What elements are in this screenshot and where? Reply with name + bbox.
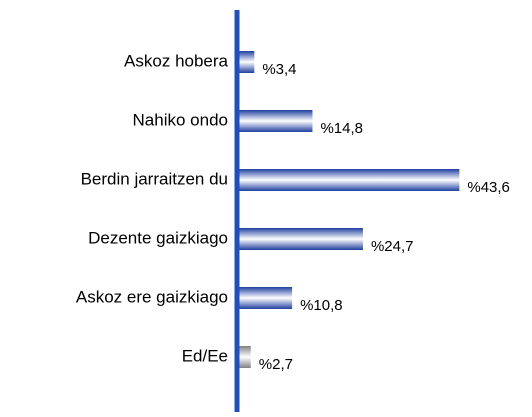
category-label: Nahiko ondo [133,110,228,129]
bar [237,346,251,368]
category-label: Askoz hobera [124,51,228,70]
category-label: Ed/Ee [182,346,228,365]
bar [237,287,293,309]
value-label: %24,7 [371,238,414,255]
value-label: %3,4 [262,61,296,78]
bar [237,169,460,191]
bar [237,110,313,132]
bar [237,228,363,250]
value-label: %43,6 [467,179,510,196]
category-label: Askoz ere gaizkiago [76,287,228,306]
bar [237,51,255,73]
category-label: Dezente gaizkiago [88,228,228,247]
value-label: %10,8 [300,297,343,314]
value-label: %14,8 [320,120,363,137]
value-label: %2,7 [259,356,293,373]
category-label: Berdin jarraitzen du [81,169,228,188]
